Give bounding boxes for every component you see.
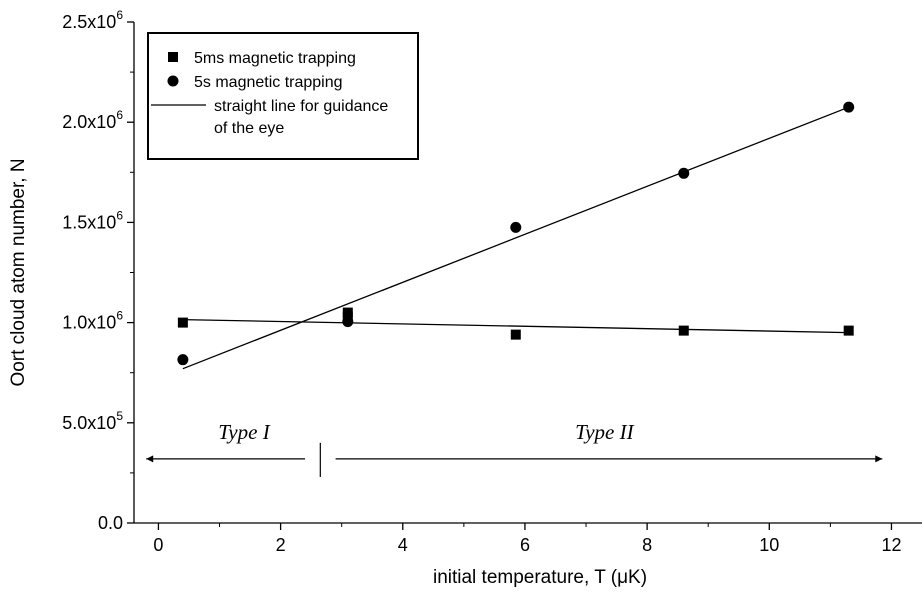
y-tick-exponent: 6 bbox=[116, 108, 123, 122]
y-tick-mantissa: 5.0x10 bbox=[62, 413, 116, 433]
type-label: Type I bbox=[218, 420, 271, 444]
y-tick-label: 1.5x106 bbox=[62, 208, 123, 232]
y-tick-exponent: 5 bbox=[116, 409, 123, 423]
guide-line bbox=[182, 318, 849, 334]
y-tick-label: 5.0x105 bbox=[62, 409, 123, 433]
y-tick-exponent: 6 bbox=[116, 8, 123, 22]
y-tick-exponent: 6 bbox=[116, 309, 123, 323]
data-point-circle bbox=[177, 354, 189, 366]
data-point-square bbox=[678, 325, 689, 336]
x-tick-label: 8 bbox=[642, 535, 652, 555]
x-axis-title: initial temperature, T (μK) bbox=[433, 567, 647, 588]
data-point-circle bbox=[678, 167, 690, 179]
legend-label-continued: of the eye bbox=[214, 120, 284, 137]
y-tick-mantissa: 0.0 bbox=[98, 513, 123, 533]
legend-label: straight line for guidance bbox=[214, 98, 388, 115]
x-tick-label: 12 bbox=[881, 535, 901, 555]
guide-line bbox=[182, 106, 849, 370]
data-point-square bbox=[177, 317, 188, 328]
legend-label: 5ms magnetic trapping bbox=[194, 50, 356, 67]
y-tick-mantissa: 1.0x10 bbox=[62, 313, 116, 333]
y-tick-label: 1.0x106 bbox=[62, 309, 123, 333]
data-point-circle bbox=[342, 316, 354, 328]
x-tick-label: 0 bbox=[153, 535, 163, 555]
y-tick-exponent: 6 bbox=[116, 208, 123, 222]
y-tick-mantissa: 2.0x10 bbox=[62, 112, 116, 132]
data-point-square bbox=[843, 325, 854, 336]
data-point-circle bbox=[843, 101, 855, 113]
x-tick-label: 10 bbox=[759, 535, 779, 555]
data-point-circle bbox=[510, 221, 522, 233]
legend-box bbox=[147, 32, 419, 160]
y-tick-label: 2.5x106 bbox=[62, 8, 123, 32]
y-tick-mantissa: 1.5x10 bbox=[62, 212, 116, 232]
y-tick-label: 2.0x106 bbox=[62, 108, 123, 132]
x-tick-label: 6 bbox=[520, 535, 530, 555]
legend-label: 5s magnetic trapping bbox=[194, 74, 343, 91]
data-point-square bbox=[510, 329, 521, 340]
y-tick-mantissa: 2.5x10 bbox=[62, 12, 116, 32]
type-label: Type II bbox=[575, 420, 635, 444]
x-tick-label: 2 bbox=[276, 535, 286, 555]
legend-square-marker bbox=[168, 52, 178, 62]
x-tick-label: 4 bbox=[398, 535, 408, 555]
y-axis-title: Oort cloud atom number, N bbox=[8, 158, 29, 386]
legend-circle-marker bbox=[167, 75, 179, 87]
y-tick-label: 0.0 bbox=[98, 513, 123, 533]
